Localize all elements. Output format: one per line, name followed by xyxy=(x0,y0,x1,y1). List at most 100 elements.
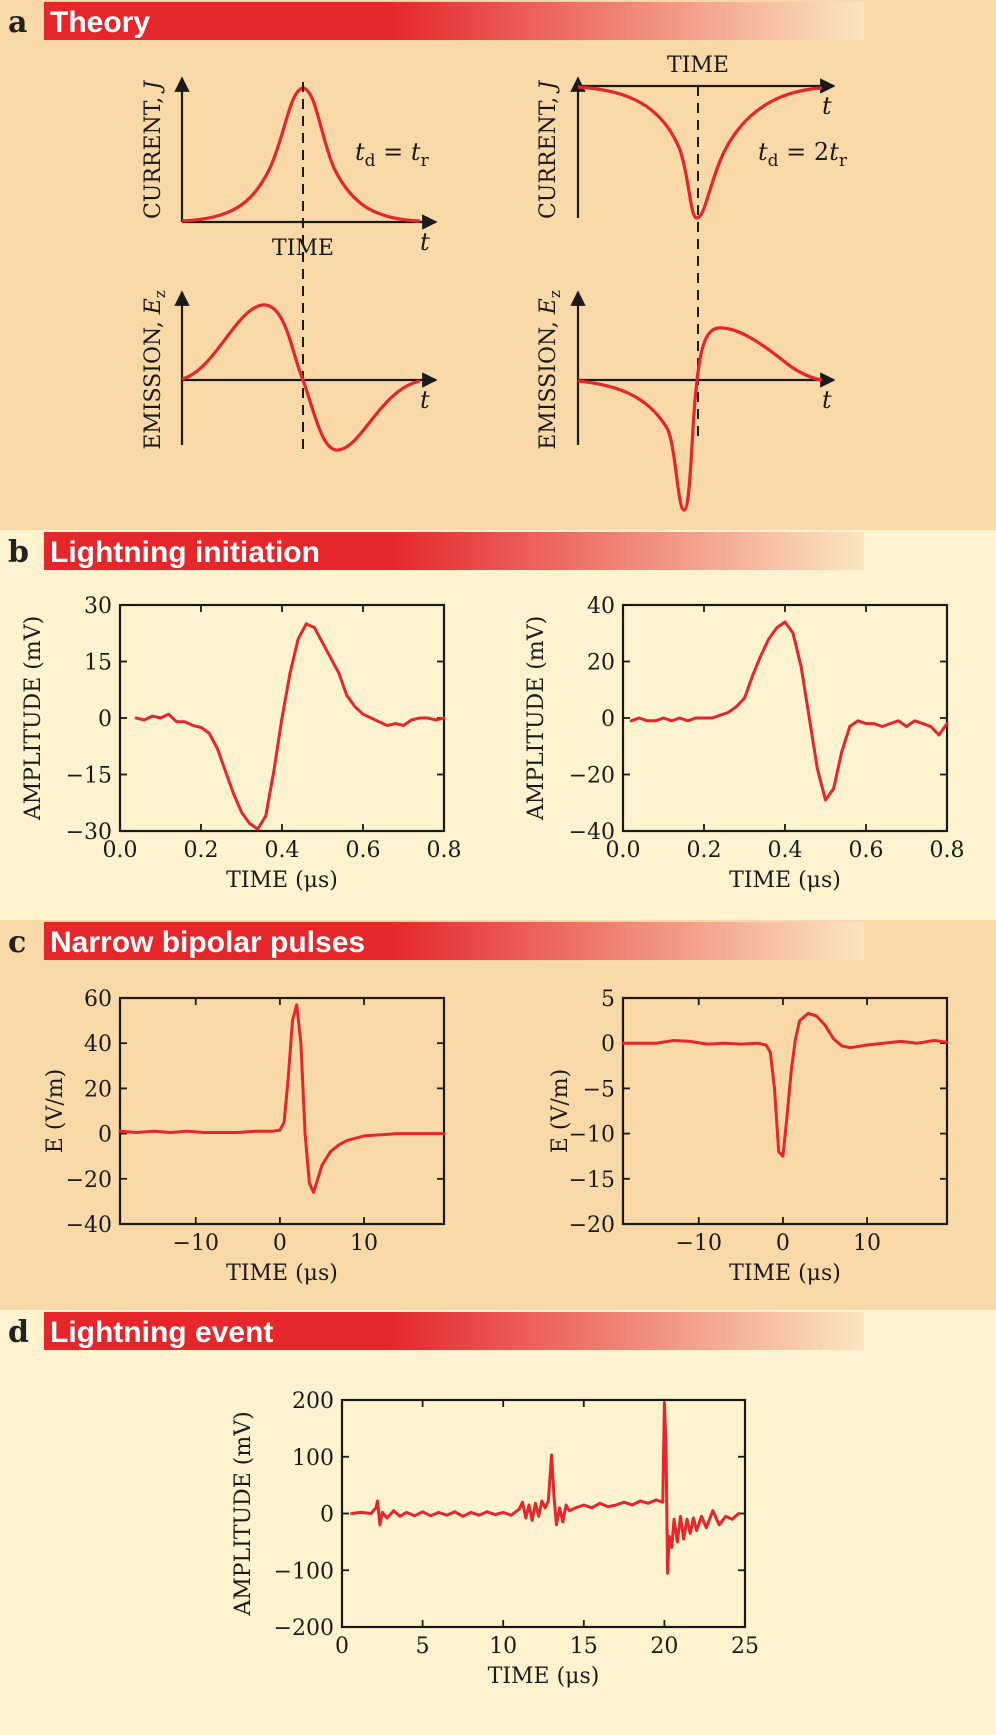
theory-right-emission: t EMISSION, Ez xyxy=(536,290,836,512)
c-left-ytick-label: 40 xyxy=(84,1032,112,1057)
b-left-ytick-label: 15 xyxy=(84,651,112,676)
theory-left-current-ylabel: CURRENT, J xyxy=(141,80,166,219)
theory-right-current-curve xyxy=(577,85,823,220)
b-right-ytick-label: 40 xyxy=(587,594,615,619)
section-b-letter: b xyxy=(8,535,29,570)
theory-left-emission: t EMISSION, Ez xyxy=(141,290,438,452)
c-right-ytick-label: 0 xyxy=(601,1032,615,1057)
c-left-ytick-label: 60 xyxy=(84,987,112,1012)
section-a-header: a Theory xyxy=(8,2,864,40)
c-left-ytick-label: 0 xyxy=(98,1123,112,1148)
section-c-header: c Narrow bipolar pulses xyxy=(8,922,864,960)
b-right-xtick-label: 0.6 xyxy=(849,838,884,863)
c-right-ylabel: E (V/m) xyxy=(548,1069,573,1153)
d-ytick-label: 0 xyxy=(320,1503,334,1528)
section-a-title: Theory xyxy=(50,6,150,39)
d-ylabel: AMPLITUDE (mV) xyxy=(231,1411,256,1616)
b-right-xtick-label: 0.0 xyxy=(606,838,641,863)
c-right-ytick-label: −15 xyxy=(569,1168,615,1193)
theory-right-current-ylabel: CURRENT, J xyxy=(536,80,561,219)
d-ytick-label: −200 xyxy=(274,1616,334,1641)
d-xtick-label: 20 xyxy=(650,1634,678,1659)
c-left-ytick-label: −20 xyxy=(66,1168,112,1193)
b-left-xtick-label: 0.6 xyxy=(346,838,381,863)
b-left-ylabel: AMPLITUDE (mV) xyxy=(21,616,46,821)
theory-left-emission-curve xyxy=(181,303,421,452)
c-left-xtick-label: 10 xyxy=(350,1231,378,1256)
d-xtick-label: 0 xyxy=(335,1634,349,1659)
c-left-series-line xyxy=(118,1003,446,1194)
section-b-background xyxy=(0,530,996,920)
c-right-series-line xyxy=(621,1011,949,1158)
c-right-frame xyxy=(621,996,949,1226)
section-a-banner xyxy=(44,2,864,40)
b-right-ytick-label: −20 xyxy=(569,764,615,789)
d-xlabel: TIME (μs) xyxy=(488,1664,600,1689)
d-ytick-label: 200 xyxy=(292,1389,334,1414)
b-left-series-line xyxy=(134,622,446,831)
b-right-ytick-label: 0 xyxy=(601,707,615,732)
b-left-xtick-label: 0.0 xyxy=(103,838,138,863)
b-right-xtick-label: 0.8 xyxy=(930,838,965,863)
theory-right-emission-ylabel: EMISSION, Ez xyxy=(536,290,564,450)
c-right-ytick-label: −5 xyxy=(583,1077,615,1102)
b-left-ytick-label: −15 xyxy=(66,764,112,789)
b-left-ytick-label: −30 xyxy=(66,820,112,845)
chart-c-left: −10 0 10 −40 −20 0 20 40 60 TIME (μs) E (V/m) xyxy=(43,987,446,1286)
d-xtick-label: 5 xyxy=(416,1634,430,1659)
b-left-xtick-label: 0.4 xyxy=(265,838,300,863)
theory-right-current-time-label: TIME xyxy=(667,53,729,78)
b-left-xtick-label: 0.2 xyxy=(184,838,219,863)
theory-right-relation: td = 2tr xyxy=(758,138,848,171)
b-left-ytick-label: 0 xyxy=(98,707,112,732)
theory-left-relation: td = tr xyxy=(355,138,430,171)
c-left-xtick-label: 0 xyxy=(273,1231,287,1256)
c-right-xtick-label: −10 xyxy=(676,1231,722,1256)
section-b-title: Lightning initiation xyxy=(50,536,320,569)
b-right-xtick-label: 0.2 xyxy=(687,838,722,863)
d-xtick-label: 15 xyxy=(570,1634,598,1659)
c-left-ytick-label: −40 xyxy=(66,1213,112,1238)
section-d-background xyxy=(0,1310,996,1735)
section-c-title: Narrow bipolar pulses xyxy=(50,926,365,959)
theory-right-emission-curve xyxy=(577,326,823,512)
chart-b-left: 0.0 0.2 0.4 0.6 0.8 −30 −15 0 15 30 TIME (μs) AMPLI… xyxy=(21,594,462,893)
c-left-xtick-label: −10 xyxy=(173,1231,219,1256)
b-left-ytick-label: 30 xyxy=(84,594,112,619)
section-a-letter: a xyxy=(8,5,27,40)
section-b-header: b Lightning initiation xyxy=(8,532,864,570)
theory-right-current-t-symbol: t xyxy=(822,92,832,120)
b-right-series-line xyxy=(629,620,949,802)
theory-left-emission-t-symbol: t xyxy=(420,386,430,414)
section-d-title: Lightning event xyxy=(50,1316,273,1349)
c-right-ytick-label: −20 xyxy=(569,1213,615,1238)
c-right-xtick-label: 10 xyxy=(853,1231,881,1256)
c-left-xlabel: TIME (μs) xyxy=(226,1261,338,1286)
section-c-letter: c xyxy=(8,925,26,960)
c-left-ylabel: E (V/m) xyxy=(43,1069,68,1153)
chart-d: 0 5 10 15 20 25 −200 −100 0 100 200 TIME (μs) AMPLIT… xyxy=(231,1389,759,1689)
section-d-letter: d xyxy=(8,1315,29,1350)
b-right-xlabel: TIME (μs) xyxy=(729,868,841,893)
section-d-header: d Lightning event xyxy=(8,1312,864,1350)
c-right-ytick-label: 5 xyxy=(601,987,615,1012)
d-ytick-label: −100 xyxy=(274,1559,334,1584)
d-xtick-label: 10 xyxy=(489,1634,517,1659)
section-b-banner xyxy=(44,532,864,570)
b-right-ytick-label: 20 xyxy=(587,651,615,676)
theory-left-current-t-symbol: t xyxy=(420,228,430,256)
b-left-xlabel: TIME (μs) xyxy=(226,868,338,893)
d-xtick-label: 25 xyxy=(731,1634,759,1659)
b-right-ytick-label: −40 xyxy=(569,820,615,845)
section-c-background xyxy=(0,920,996,1310)
theory-right-emission-t-symbol: t xyxy=(822,386,832,414)
c-right-xtick-label: 0 xyxy=(776,1231,790,1256)
c-left-frame xyxy=(118,996,446,1226)
c-right-xlabel: TIME (μs) xyxy=(729,1261,841,1286)
d-ytick-label: 100 xyxy=(292,1446,334,1471)
d-series-line xyxy=(350,1401,741,1575)
b-right-ylabel: AMPLITUDE (mV) xyxy=(524,616,549,821)
chart-b-right: 0.0 0.2 0.4 0.6 0.8 −40 −20 0 20 40 TIME (μs) AMPLI… xyxy=(524,594,965,893)
b-left-xtick-label: 0.8 xyxy=(427,838,462,863)
